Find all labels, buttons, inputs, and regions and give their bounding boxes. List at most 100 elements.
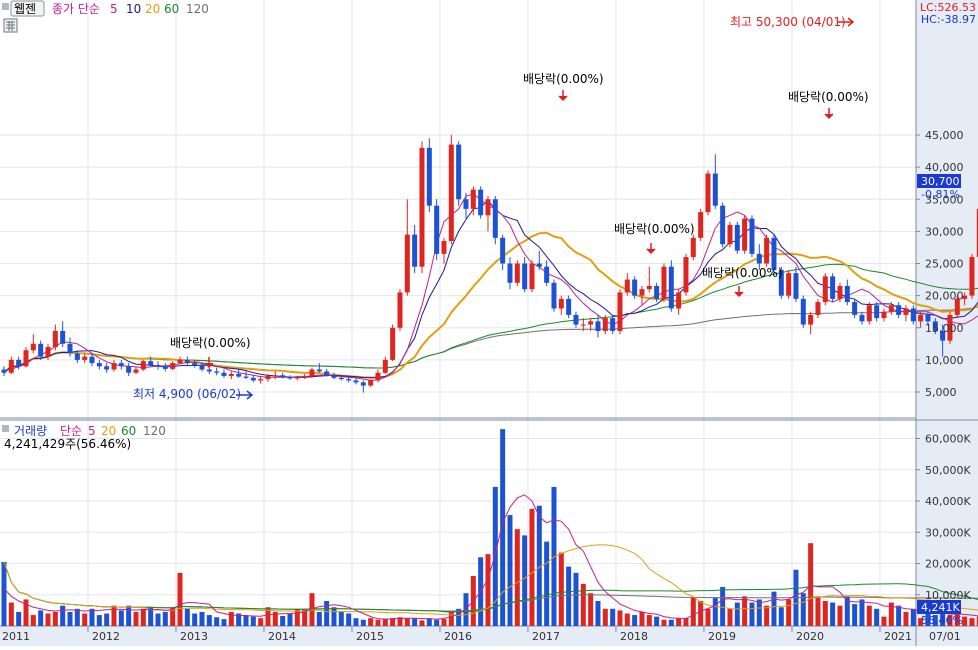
price-tick-label: 30,000 [925, 225, 964, 238]
candle [170, 363, 175, 369]
candle [31, 344, 36, 350]
volume-bar [852, 604, 857, 626]
volume-bar [625, 614, 630, 627]
ma-period-120[interactable]: 120 [186, 2, 209, 16]
volume-bar [375, 620, 380, 626]
candle [603, 318, 608, 331]
volume-bar [632, 615, 637, 626]
volume-bar [185, 609, 190, 626]
volume-bar [331, 607, 336, 626]
volume-bar [60, 606, 65, 626]
high-annotation: 최고 50,300 (04/01) [730, 15, 846, 29]
candle [918, 315, 923, 321]
hc-label: HC:-38.97 [921, 13, 976, 26]
candle [632, 280, 637, 296]
volume-tick-label: 10,000K [925, 589, 971, 602]
candle [551, 283, 556, 309]
candle [75, 353, 80, 359]
volume-bar [280, 616, 285, 626]
candle [625, 280, 630, 293]
volume-bar [251, 617, 256, 626]
volume-bar [691, 598, 696, 626]
candle [419, 148, 424, 267]
candle [581, 325, 586, 326]
volume-bar [507, 515, 512, 626]
volume-bar [529, 509, 534, 626]
volume-bar [82, 614, 87, 627]
x-tick-label: 2017 [532, 630, 560, 643]
volume-bar [735, 603, 740, 626]
ma-period-10[interactable]: 10 [126, 2, 141, 16]
volume-bar [969, 618, 974, 626]
volume-bar [500, 429, 505, 626]
volume-bar [361, 620, 366, 626]
volume-ma-period-60[interactable]: 60 [121, 424, 136, 438]
volume-bar [104, 614, 109, 627]
volume-bar [9, 603, 14, 626]
volume-bar [808, 543, 813, 626]
volume-bar [595, 601, 600, 626]
candle [742, 219, 747, 251]
volume-bar [405, 618, 410, 626]
volume-bar [214, 617, 219, 626]
candle [493, 199, 498, 238]
candle [669, 267, 674, 309]
volume-ma-period-20[interactable]: 20 [101, 424, 116, 438]
candle [903, 308, 908, 314]
candle [925, 315, 930, 321]
volume-bar [544, 542, 549, 626]
candle [559, 299, 564, 309]
dividend-label: 배당락(0.00%) [788, 90, 869, 104]
volume-ma-period-120[interactable]: 120 [143, 424, 166, 438]
candle [471, 190, 476, 209]
volume-bar [676, 618, 681, 626]
volume-bar [713, 598, 718, 626]
volume-bar [126, 606, 131, 626]
volume-bar [2, 562, 7, 626]
volume-tick-label: 30,000K [925, 526, 971, 539]
volume-bar [867, 606, 872, 626]
price-tick-label: 10,000 [925, 354, 964, 367]
current-volume-readout: 4,241,429주(56.46%) [4, 437, 131, 451]
candle [544, 267, 549, 283]
candle [720, 206, 725, 245]
volume-bar [229, 612, 234, 626]
ma-period-60[interactable]: 60 [164, 2, 179, 16]
current-volume: 4,241K [921, 601, 960, 614]
candle [60, 331, 65, 344]
candle [478, 190, 483, 216]
volume-bar [566, 567, 571, 626]
current-change: -0.81% [921, 188, 960, 201]
candle [889, 305, 894, 311]
volume-bar [654, 617, 659, 626]
price-tick-label: 40,000 [925, 161, 964, 174]
volume-bar [493, 487, 498, 626]
volume-bar [133, 612, 138, 626]
volume-ma-period-5[interactable]: 5 [88, 424, 96, 438]
x-tick-label: 2011 [2, 630, 30, 643]
ma-period-20[interactable]: 20 [145, 2, 160, 16]
candle [735, 225, 740, 251]
price-tick-label: 20,000 [925, 290, 964, 303]
volume-bar [163, 612, 168, 626]
candle [867, 305, 872, 321]
volume-bar [67, 612, 72, 626]
volume-bar [449, 612, 454, 626]
candle [808, 315, 813, 325]
volume-bar [383, 619, 388, 626]
candle [177, 360, 182, 363]
candle [67, 344, 72, 354]
candle [302, 376, 307, 377]
volume-bar [588, 593, 593, 626]
volume-bar [573, 573, 578, 626]
candle [610, 318, 615, 331]
x-tick-label: 07/01 [929, 630, 961, 643]
ma-period-5[interactable]: 5 [110, 2, 118, 16]
volume-bar [874, 609, 879, 626]
candle [45, 347, 50, 357]
volume-bar [324, 601, 329, 626]
volume-bar [669, 620, 674, 626]
x-tick-label: 2016 [444, 630, 472, 643]
candle [82, 357, 87, 360]
